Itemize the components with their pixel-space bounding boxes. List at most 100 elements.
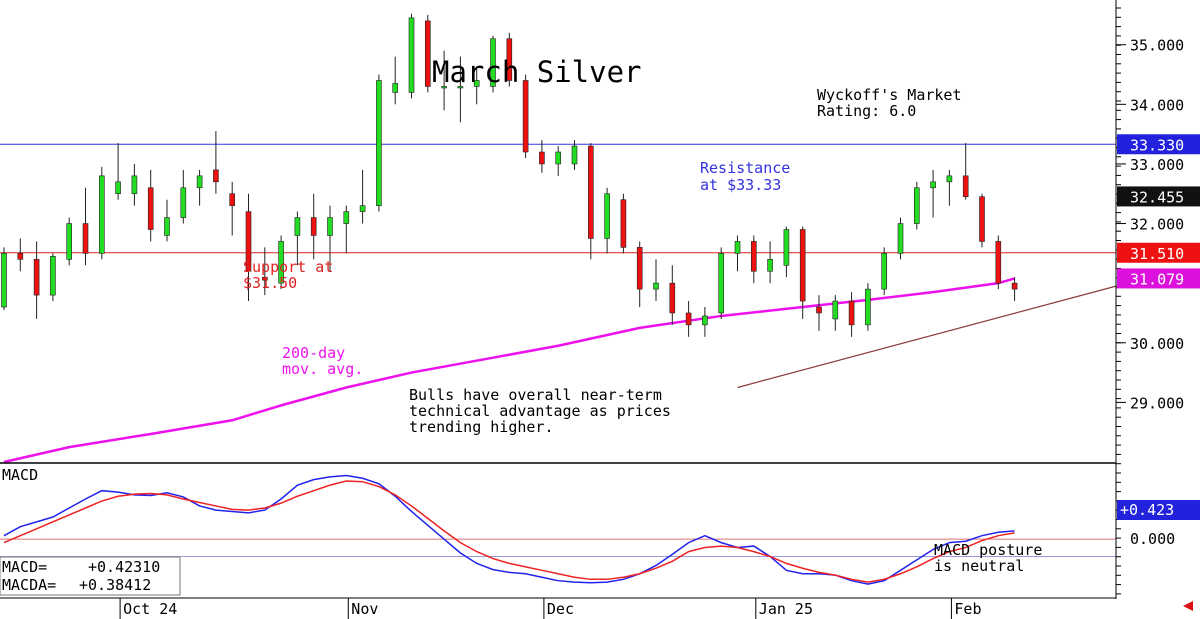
candle <box>669 265 676 325</box>
candle <box>783 226 790 278</box>
candle-down-body <box>539 151 545 165</box>
candle-up-body <box>946 175 953 183</box>
candle-up-body <box>718 253 725 314</box>
candle-down-body <box>1011 282 1018 290</box>
comment-line-3: trending higher. <box>409 418 554 436</box>
candle-down-body <box>636 247 643 290</box>
x-tick-label: Oct 24 <box>123 600 177 618</box>
candle <box>587 143 594 260</box>
moving-average <box>3 277 1015 464</box>
reference-lines <box>0 143 1117 389</box>
candle-up-body <box>99 175 105 254</box>
candle-down-body <box>587 145 594 239</box>
candle <box>539 140 545 173</box>
price-tag-bg <box>1117 134 1200 155</box>
candle <box>99 166 105 260</box>
candle-up-body <box>50 256 56 296</box>
candle-down-body <box>669 282 676 314</box>
candle <box>229 181 235 236</box>
candle <box>832 295 839 331</box>
x-tick-label: Jan 25 <box>759 600 813 618</box>
resistance-label-2: at $33.33 <box>700 176 781 194</box>
candle-up-body <box>278 241 284 284</box>
macd-readout-box <box>0 556 181 596</box>
candle-down-body <box>310 217 317 236</box>
candle-up-body <box>702 315 708 326</box>
candle <box>164 199 170 242</box>
candle <box>897 217 904 260</box>
candle-up-body <box>913 187 920 224</box>
price-tag-bg <box>1117 268 1200 289</box>
candle-up-body <box>376 80 382 206</box>
candle <box>147 169 154 242</box>
candle-down-body <box>816 306 822 314</box>
candle <box>848 292 855 337</box>
candle-down-body <box>685 312 692 326</box>
candle <box>799 226 806 319</box>
candle <box>392 56 399 105</box>
candle <box>995 235 1002 290</box>
candle <box>913 181 920 230</box>
candle-up-body <box>131 175 138 195</box>
candle <box>620 193 627 254</box>
candle <box>115 143 121 200</box>
candle <box>881 247 888 296</box>
price-tag: 32.455 <box>1130 188 1184 206</box>
macd-value-tag-bg <box>1117 500 1200 520</box>
candle-down-body <box>17 253 24 260</box>
candle-up-body <box>832 300 839 320</box>
macd-zero-tick: 0.000 <box>1130 530 1175 548</box>
macd-note-2: is neutral <box>934 557 1024 575</box>
price-tag-bg <box>1117 242 1200 263</box>
candle <box>327 205 333 272</box>
candle-down-body <box>620 199 627 248</box>
candle <box>343 205 350 254</box>
ma-label-1: 200-day <box>282 344 345 362</box>
macd-readout-value: +0.42310 <box>88 558 160 576</box>
candle-up-body <box>408 17 415 93</box>
candle <box>441 50 447 111</box>
candle <box>865 283 871 331</box>
candle-up-body <box>294 217 301 236</box>
candle <box>196 169 203 206</box>
candle <box>278 235 284 290</box>
candle-up-body <box>343 211 350 224</box>
candle-up-body <box>66 223 72 260</box>
macd-line <box>3 474 1015 585</box>
x-tick-label: Nov <box>351 600 378 618</box>
candle-up-body <box>897 223 904 254</box>
macda-readout-label: MACDA= <box>2 576 56 594</box>
candle-up-body <box>653 282 659 290</box>
price-tag: 31.079 <box>1130 270 1184 288</box>
scroll-arrow-icon[interactable] <box>1183 601 1193 611</box>
candle-down-body <box>506 38 513 81</box>
candle-up-body <box>930 181 936 189</box>
candle-up-body <box>555 151 562 165</box>
candle-up-body <box>115 181 121 195</box>
candle-up-body <box>392 83 399 93</box>
uptrend-line <box>737 285 1117 389</box>
y-tick-label: 34.000 <box>1130 96 1184 114</box>
candle <box>946 169 953 206</box>
x-tick-label: Feb <box>954 600 981 618</box>
rating-line-1: Wyckoff's Market <box>817 86 962 104</box>
candle <box>1011 277 1018 302</box>
candle-up-body <box>490 38 496 87</box>
candle-down-body <box>750 241 757 272</box>
candle <box>653 259 659 302</box>
candle <box>962 143 969 200</box>
ma-200-line <box>3 277 1015 464</box>
macd-readout-label: MACD= <box>2 558 47 576</box>
candle-down-body <box>995 241 1002 284</box>
candle-up-body <box>1 253 7 308</box>
candle <box>522 74 529 158</box>
y-tick-label: 35.000 <box>1130 37 1184 55</box>
y-tick-label: 32.000 <box>1130 216 1184 234</box>
candle <box>66 217 72 266</box>
candle-down-body <box>424 20 431 87</box>
x-tick-label: Dec <box>547 600 574 618</box>
y-tick-label: 33.000 <box>1130 156 1184 174</box>
candle-up-body <box>441 86 447 89</box>
